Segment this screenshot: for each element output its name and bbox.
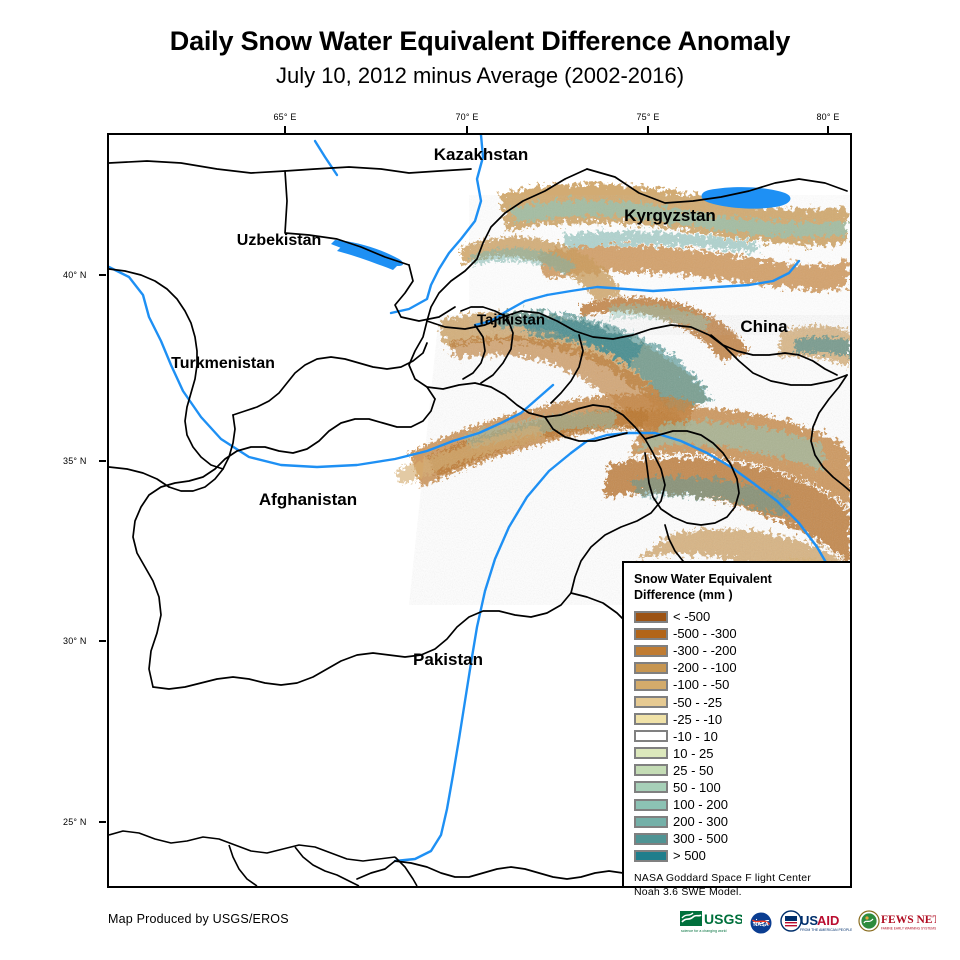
legend-color-swatch: [634, 832, 668, 845]
map-legend: Snow Water Equivalent Difference (mm ) <…: [622, 561, 852, 898]
legend-title: Snow Water Equivalent Difference (mm ): [634, 571, 834, 603]
country-borders: [109, 160, 850, 886]
legend-range-label: -500 - -300: [673, 626, 737, 642]
longitude-label: 80° E: [816, 112, 840, 122]
legend-row: -10 - 10: [634, 728, 850, 745]
latitude-label: 30° N: [63, 636, 87, 646]
legend-color-swatch: [634, 610, 668, 623]
legend-credit-line2: Noah 3.6 SWE Model.: [634, 886, 742, 899]
latitude-tick: [99, 640, 106, 642]
longitude-tick: [284, 126, 286, 133]
legend-color-swatch: [634, 713, 668, 726]
latitude-label: 40° N: [63, 270, 87, 280]
legend-title-line2: Difference (mm ): [634, 588, 733, 602]
legend-row: > 500: [634, 847, 850, 864]
legend-range-label: 100 - 200: [673, 797, 728, 813]
svg-text:FEWS NET: FEWS NET: [881, 914, 936, 926]
legend-row: -200 - -100: [634, 659, 850, 676]
legend-row: < -500: [634, 608, 850, 625]
legend-color-swatch: [634, 730, 668, 743]
legend-row: -100 - -50: [634, 676, 850, 693]
usaid-logo: US AID FROM THE AMERICAN PEOPLE: [780, 910, 852, 932]
svg-text:FROM THE AMERICAN PEOPLE: FROM THE AMERICAN PEOPLE: [800, 928, 852, 932]
legend-range-label: < -500: [673, 609, 711, 625]
legend-range-label: -50 - -25: [673, 694, 723, 710]
latitude-tick: [99, 821, 106, 823]
legend-color-swatch: [634, 678, 668, 691]
latitude-label: 35° N: [63, 456, 87, 466]
page-subtitle: July 10, 2012 minus Average (2002-2016): [275, 63, 685, 88]
svg-text:AID: AID: [817, 913, 839, 928]
svg-text:US: US: [800, 913, 818, 928]
longitude-label: 75° E: [636, 112, 660, 122]
legend-row: 200 - 300: [634, 813, 850, 830]
legend-color-swatch: [634, 644, 668, 657]
legend-row: -300 - -200: [634, 642, 850, 659]
legend-color-swatch: [634, 849, 668, 862]
legend-range-label: 300 - 500: [673, 831, 728, 847]
legend-range-label: -10 - 10: [673, 728, 718, 744]
svg-text:FAMINE EARLY WARNING SYSTEMS N: FAMINE EARLY WARNING SYSTEMS NETWORK: [881, 927, 936, 931]
coastline: [109, 830, 418, 886]
legend-row: -50 - -25: [634, 693, 850, 710]
latitude-label: 25° N: [63, 817, 87, 827]
swe-anomaly-raster: [395, 183, 850, 621]
legend-range-label: 200 - 300: [673, 814, 728, 830]
legend-color-swatch: [634, 696, 668, 709]
legend-row: 25 - 50: [634, 762, 850, 779]
longitude-tick: [647, 126, 649, 133]
legend-color-swatch: [634, 627, 668, 640]
svg-text:USGS: USGS: [704, 911, 742, 927]
legend-range-label: -100 - -50: [673, 677, 730, 693]
legend-range-label: > 500: [673, 848, 706, 864]
title-block: Daily Snow Water Equivalent Difference A…: [0, 24, 960, 91]
legend-row: -25 - -10: [634, 711, 850, 728]
legend-credit: NASA Goddard Space F light Center Noah 3…: [634, 871, 850, 899]
fewsnet-logo: FEWS NET FAMINE EARLY WARNING SYSTEMS NE…: [858, 910, 936, 932]
latitude-tick: [99, 460, 106, 462]
nasa-logo: NASA: [750, 912, 772, 934]
latitude-tick: [99, 274, 106, 276]
legend-range-label: 25 - 50: [673, 762, 714, 778]
legend-range-label: -200 - -100: [673, 660, 737, 676]
legend-items: < -500 -500 - -300 -300 - -200 -200 - -100-…: [634, 608, 850, 864]
longitude-tick: [827, 126, 829, 133]
page-title: Daily Snow Water Equivalent Difference A…: [169, 26, 791, 56]
legend-row: -500 - -300: [634, 625, 850, 642]
legend-color-swatch: [634, 798, 668, 811]
legend-color-swatch: [634, 747, 668, 760]
legend-credit-line1: NASA Goddard Space F light Center: [634, 872, 812, 885]
legend-row: 10 - 25: [634, 745, 850, 762]
legend-color-swatch: [634, 661, 668, 674]
legend-range-label: -25 - -10: [673, 711, 723, 727]
water-bodies: [331, 187, 791, 270]
longitude-tick: [466, 126, 468, 133]
legend-title-line1: Snow Water Equivalent: [634, 572, 772, 586]
legend-row: 100 - 200: [634, 796, 850, 813]
legend-range-label: 10 - 25: [673, 745, 714, 761]
usgs-logo: USGS science for a changing world: [680, 911, 742, 933]
legend-range-label: -300 - -200: [673, 643, 737, 659]
agency-logo-strip: USGS science for a changing world NASA U…: [680, 910, 936, 936]
longitude-label: 70° E: [455, 112, 479, 122]
longitude-label: 65° E: [273, 112, 297, 122]
legend-color-swatch: [634, 781, 668, 794]
svg-text:NASA: NASA: [753, 922, 768, 928]
legend-row: 300 - 500: [634, 830, 850, 847]
footer-credit: Map Produced by USGS/EROS: [108, 912, 289, 926]
legend-range-label: 50 - 100: [673, 779, 721, 795]
legend-color-swatch: [634, 764, 668, 777]
svg-text:science for a changing world: science for a changing world: [681, 929, 727, 933]
legend-color-swatch: [634, 815, 668, 828]
legend-row: 50 - 100: [634, 779, 850, 796]
